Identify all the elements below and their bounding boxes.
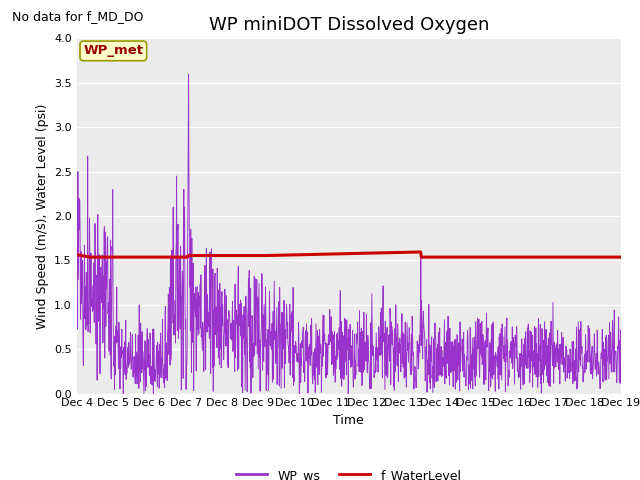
Text: WP_met: WP_met [83, 44, 143, 58]
X-axis label: Time: Time [333, 414, 364, 427]
Title: WP miniDOT Dissolved Oxygen: WP miniDOT Dissolved Oxygen [209, 16, 489, 34]
Y-axis label: Wind Speed (m/s), Water Level (psi): Wind Speed (m/s), Water Level (psi) [36, 103, 49, 329]
Legend: WP_ws, f_WaterLevel: WP_ws, f_WaterLevel [231, 464, 467, 480]
Text: No data for f_MD_DO: No data for f_MD_DO [12, 10, 143, 23]
